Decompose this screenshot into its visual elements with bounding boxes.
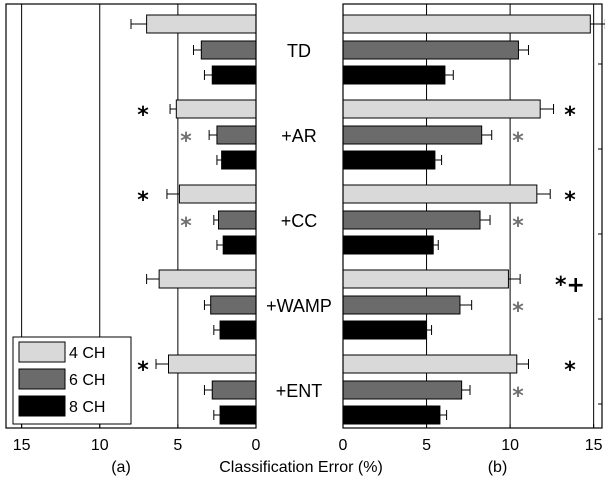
panel-b-significance-mark: * xyxy=(564,358,576,383)
panel-a-significance-mark: * xyxy=(137,358,149,383)
panel-a-bar xyxy=(200,40,257,60)
panel-a-bar xyxy=(216,125,257,145)
panel-b-bar xyxy=(342,405,441,425)
panel-a-tick-label: 10 xyxy=(91,437,109,454)
panel-a-bar xyxy=(219,320,257,340)
panel-b-label: (b) xyxy=(488,459,508,476)
panel-a-bar xyxy=(211,380,257,400)
panel-a-axes-frame xyxy=(5,3,257,429)
panel-b-bar xyxy=(342,235,434,255)
legend-swatch xyxy=(18,368,66,390)
legend-label: 6 CH xyxy=(69,372,105,389)
panel-b-bar xyxy=(342,380,463,400)
panel-b-tick-label: 10 xyxy=(501,437,519,454)
panel-b-axes-frame xyxy=(342,3,603,429)
category-label: TD xyxy=(287,41,311,61)
panel-b-bar xyxy=(342,125,483,145)
panel-a-bar xyxy=(222,235,257,255)
category-label: +ENT xyxy=(276,381,323,401)
panel-a-tick-label: 0 xyxy=(252,437,261,454)
panel-b-bar xyxy=(342,150,436,170)
legend-swatch xyxy=(18,341,66,363)
panel-b-bar xyxy=(342,99,541,119)
panel-a-tick-label: 15 xyxy=(13,437,31,454)
legend-label: 8 CH xyxy=(69,399,105,416)
panel-a-bar xyxy=(146,14,257,34)
panel-b-significance-mark: * xyxy=(512,214,524,239)
panel-b-significance-mark: * xyxy=(512,384,524,409)
panel-b-significance-mark: * xyxy=(512,129,524,154)
panel-b-tick-label: 0 xyxy=(339,437,348,454)
panel-b-bar xyxy=(342,184,538,204)
panel-a-bar xyxy=(219,405,257,425)
panel-a-significance-mark: * xyxy=(137,188,149,213)
panel-b-bar xyxy=(342,65,446,85)
panel-b-significance-mark: *+ xyxy=(555,273,585,298)
panel-b-tick-label: 15 xyxy=(585,437,603,454)
panel-a-bar xyxy=(211,65,257,85)
panel-b-bar xyxy=(342,40,519,60)
panel-b-bar xyxy=(342,354,518,374)
category-label: +CC xyxy=(281,211,318,231)
panel-a-bar xyxy=(221,150,257,170)
panel-b-bar xyxy=(342,14,591,34)
panel-a-tick-label: 5 xyxy=(173,437,182,454)
panel-b-significance-mark: * xyxy=(564,188,576,213)
panel-b-significance-mark: * xyxy=(564,103,576,128)
panel-a-significance-mark: * xyxy=(137,103,149,128)
panel-a-bar xyxy=(175,99,257,119)
panel-a-bar xyxy=(218,210,257,230)
panel-b-bar xyxy=(342,269,509,289)
panel-a-significance-mark: * xyxy=(180,129,192,154)
panel-a-bar xyxy=(158,269,257,289)
legend-label: 4 CH xyxy=(69,345,105,362)
x-axis-label: Classification Error (%) xyxy=(219,459,383,476)
panel-a-label: (a) xyxy=(111,459,131,476)
panel-a-bar xyxy=(168,354,257,374)
panel-b-bar xyxy=(342,210,481,230)
panel-b-bar xyxy=(342,320,428,340)
panel-a-significance-mark: * xyxy=(180,214,192,239)
category-label: +AR xyxy=(281,126,317,146)
panel-b-significance-mark: * xyxy=(512,299,524,324)
panel-b-bar xyxy=(342,295,461,315)
legend-swatch xyxy=(18,395,66,417)
panel-a-bar xyxy=(210,295,257,315)
panel-a-bar xyxy=(178,184,257,204)
category-label: +WAMP xyxy=(266,296,332,316)
panel-b-tick-label: 5 xyxy=(422,437,431,454)
